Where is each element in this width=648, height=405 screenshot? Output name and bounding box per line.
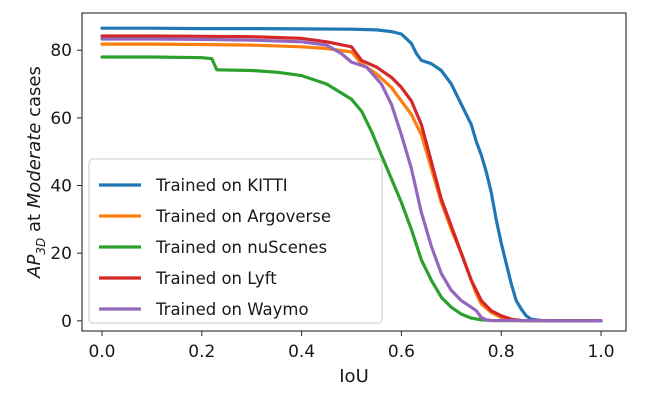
legend-label-2: Trained on nuScenes — [155, 238, 327, 257]
legend-box — [88, 158, 383, 324]
y-axis-title: AP3D at Moderate cases — [24, 66, 48, 279]
x-axis-title: IoU — [339, 366, 369, 387]
legend-label-0: Trained on KITTI — [155, 176, 288, 195]
legend-label-4: Trained on Waymo — [155, 300, 309, 319]
legend-items: Trained on KITTI Trained on Argoverse Trai… — [99, 176, 331, 319]
x-tick-label: 0.6 — [388, 342, 415, 362]
x-tick-label: 1.0 — [588, 342, 615, 362]
y-axis-title-base: AP — [24, 255, 45, 279]
y-axis-title-subscript: 3D — [34, 238, 48, 255]
y-axis-title-suffix: cases — [24, 66, 45, 122]
x-tick-label: 0.0 — [88, 342, 115, 362]
y-tick-label: 40 — [50, 177, 72, 197]
plot-frame — [81, 12, 627, 332]
x-tick-label: 0.2 — [188, 342, 215, 362]
legend: Trained on KITTI Trained on Argoverse Trai… — [88, 158, 383, 324]
series-line-4 — [100, 37, 603, 323]
y-tick-label: 0 — [61, 312, 72, 332]
y-tick-label: 20 — [50, 244, 72, 264]
series-line-3 — [100, 34, 603, 323]
x-tick-label: 0.8 — [488, 342, 515, 362]
x-axis-ticks: 0.0 0.2 0.4 0.6 0.8 1.0 — [88, 331, 615, 362]
series-line-0 — [100, 26, 603, 323]
y-axis-title-italic: Moderate — [24, 123, 45, 209]
legend-label-3: Trained on Lyft — [155, 269, 277, 288]
y-axis-title-middle: at — [24, 208, 45, 238]
y-axis-ticks: 0 20 40 60 80 — [50, 41, 82, 332]
series-line-2 — [100, 55, 603, 323]
series-layer — [100, 26, 603, 323]
x-tick-label: 0.4 — [288, 342, 315, 362]
legend-label-1: Trained on Argoverse — [155, 207, 331, 226]
y-tick-label: 80 — [50, 41, 72, 61]
y-tick-label: 60 — [50, 109, 72, 129]
